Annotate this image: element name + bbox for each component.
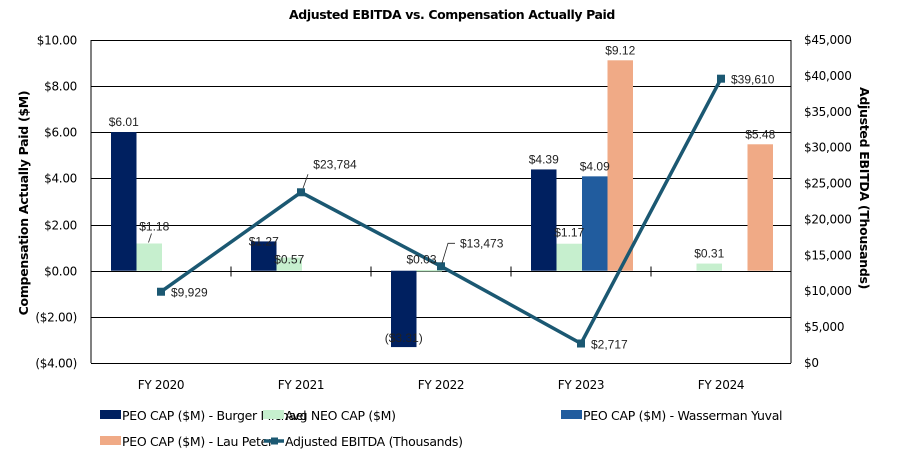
bar: [251, 241, 277, 271]
bars: [111, 60, 773, 348]
line-data-label: $2,717: [591, 337, 628, 351]
legend-swatch: [561, 410, 582, 419]
bar-data-label: $9.12: [605, 43, 635, 57]
y-tick-label: $10.00: [37, 34, 77, 48]
x-tick-label: FY 2023: [558, 378, 605, 392]
x-tick-label: FY 2021: [278, 378, 325, 392]
legend-item: PEO CAP ($M) - Lau Peter: [100, 434, 274, 449]
y-tick-label: ($2.00): [35, 311, 77, 325]
y2-tick-label: $20,000: [804, 212, 852, 226]
bar: [136, 243, 162, 271]
bar-data-label: $6.01: [109, 115, 139, 129]
data-labels: $6.01 $1.27 ($3.31) $4.39 $1.18 $0.57 $0.03 $1.…: [109, 43, 776, 351]
bar-data-label: $0.03: [406, 253, 436, 267]
bar: [111, 132, 137, 271]
line-data-label: $13,473: [460, 236, 504, 250]
ebitda-line-path: [159, 77, 723, 346]
y2-tick-label: $35,000: [804, 105, 852, 119]
line-data-label: $23,784: [313, 157, 357, 171]
label-leader: [302, 174, 309, 189]
bar: [556, 243, 582, 271]
bar: [607, 60, 633, 271]
line-data-label: $39,610: [731, 73, 775, 87]
line-data-label: $9,929: [171, 286, 208, 300]
y-tick-label: $8.00: [44, 80, 77, 94]
legend-label: PEO CAP ($M) - Wasserman Yuval: [583, 408, 782, 423]
y2-tick-label: $25,000: [804, 177, 852, 191]
legend-swatch-marker: [271, 437, 278, 445]
bar: [531, 169, 557, 271]
x-tick-label: FY 2022: [418, 378, 465, 392]
legend-label: Avg NEO CAP ($M): [285, 408, 396, 423]
y2-tick-label: $40,000: [804, 69, 852, 83]
bar-data-label: $4.09: [580, 159, 610, 173]
y2-tick-label: $30,000: [804, 141, 852, 155]
ebitda-marker: [157, 287, 165, 296]
bar: [276, 257, 302, 271]
x-tick-label: FY 2024: [698, 378, 745, 392]
legend-swatch: [100, 410, 121, 419]
right-axis-ticks: $0 $5,000 $10,000 $15,000 $20,000 $25,000 $30,…: [804, 33, 852, 370]
bar: [416, 270, 442, 272]
bar: [582, 176, 608, 271]
legend-item: Adjusted EBITDA (Thousands): [264, 434, 463, 449]
left-axis-ticks: ($4.00) ($2.00) $0.00 $2.00 $4.00 $6.00 $8.00 $…: [35, 34, 77, 371]
label-leader: [441, 242, 455, 264]
bar: [391, 270, 417, 348]
bar-data-label: $1.27: [249, 234, 279, 248]
legend-label: PEO CAP ($M) - Burger Michael: [122, 408, 306, 423]
y2-tick-label: $45,000: [804, 33, 852, 47]
x-tick-label: FY 2020: [138, 378, 185, 392]
ebitda-marker: [717, 74, 725, 83]
y-tick-label: $0.00: [44, 265, 77, 279]
ebitda-line: [157, 74, 725, 348]
y2-axis-title: Adjusted EBITDA (Thousands): [857, 87, 872, 289]
legend-label: Adjusted EBITDA (Thousands): [285, 434, 463, 449]
y2-tick-label: $15,000: [804, 248, 852, 262]
bar-data-label: $0.31: [694, 247, 724, 261]
bar-data-label: $4.39: [529, 152, 559, 166]
y-tick-label: ($4.00): [35, 357, 77, 371]
y-tick-label: $6.00: [44, 126, 77, 140]
legend-swatch: [100, 436, 121, 445]
bar-data-label: ($3.31): [385, 331, 423, 345]
legend-swatch: [263, 410, 284, 419]
bar-data-label: $1.18: [139, 219, 169, 233]
legend-label: PEO CAP ($M) - Lau Peter: [122, 434, 274, 449]
bar: [747, 144, 773, 271]
bar: [696, 263, 722, 271]
legend-item: PEO CAP ($M) - Burger Michael: [100, 408, 307, 423]
y-tick-label: $2.00: [44, 219, 77, 233]
ebitda-marker: [297, 188, 305, 197]
y2-tick-label: $5,000: [804, 320, 844, 334]
ebitda-marker: [437, 262, 445, 271]
y2-tick-label: $0: [804, 356, 819, 370]
legend-item: PEO CAP ($M) - Wasserman Yuval: [561, 408, 783, 423]
chart-title: Adjusted EBITDA vs. Compensation Actuall…: [289, 7, 615, 22]
y-axis-title: Compensation Actually Paid ($M): [16, 91, 31, 316]
bar-data-label: $1.17: [554, 226, 584, 240]
legend-item: Avg NEO CAP ($M): [263, 408, 396, 423]
gridlines: [90, 40, 792, 364]
ebitda-marker: [577, 339, 585, 348]
label-leader: [148, 233, 152, 243]
y2-tick-label: $10,000: [804, 284, 852, 298]
x-axis-ticks: FY 2020 FY 2021 FY 2022 FY 2023 FY 2024: [90, 266, 792, 392]
bar-data-label: $0.57: [274, 253, 304, 267]
bar-data-label: $5.48: [745, 127, 775, 141]
y-tick-label: $4.00: [44, 172, 77, 186]
